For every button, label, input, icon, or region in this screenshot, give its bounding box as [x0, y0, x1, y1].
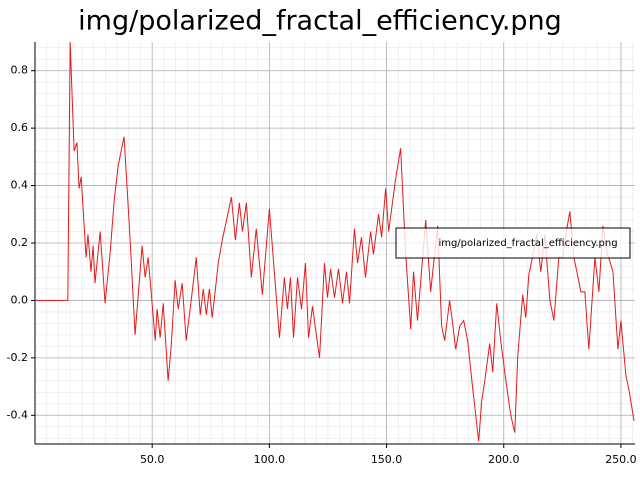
chart-title: img/polarized_fractal_efficiency.png — [78, 6, 562, 37]
y-tick-label: 0.6 — [11, 121, 29, 134]
legend-box — [395, 227, 631, 259]
x-tick-label: 50.0 — [140, 453, 165, 466]
x-tick-label: 100.0 — [254, 453, 286, 466]
x-tick-label: 200.0 — [488, 453, 520, 466]
y-tick-label: 0.8 — [11, 64, 29, 77]
legend: img/polarized_fractal_efficiency.png — [395, 227, 631, 259]
x-tick-label: 150.0 — [371, 453, 403, 466]
x-tick-label: 250.0 — [605, 453, 637, 466]
y-tick-label: -0.2 — [7, 351, 28, 364]
legend-label: img/polarized_fractal_efficiency.png — [438, 238, 617, 249]
y-tick-label: 0.0 — [11, 293, 29, 306]
y-tick-label: 0.2 — [11, 236, 29, 249]
y-tick-label: -0.4 — [7, 408, 28, 421]
y-tick-label: 0.4 — [11, 179, 29, 192]
